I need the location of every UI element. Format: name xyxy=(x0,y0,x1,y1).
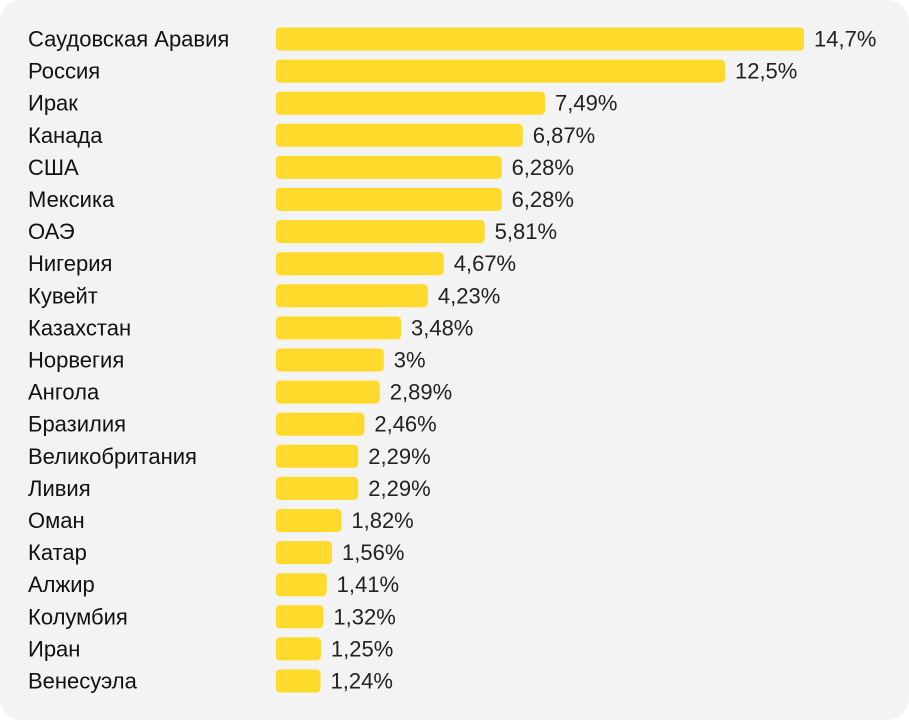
category-label: ОАЭ xyxy=(28,219,75,244)
category-label: Ангола xyxy=(28,380,100,405)
value-label: 1,32% xyxy=(333,604,395,629)
category-label: Катар xyxy=(28,540,87,565)
bar xyxy=(276,59,725,83)
value-label: 2,29% xyxy=(368,476,430,501)
bar xyxy=(276,605,324,629)
value-label: 1,82% xyxy=(351,508,413,533)
bar xyxy=(276,220,485,244)
value-label: 6,28% xyxy=(512,155,574,180)
bar xyxy=(276,252,444,276)
value-label: 5,81% xyxy=(495,219,557,244)
category-label: Ливия xyxy=(28,476,91,501)
category-label: Казахстан xyxy=(28,315,131,340)
category-label: Нигерия xyxy=(28,251,112,276)
value-label: 2,46% xyxy=(374,412,436,437)
bar xyxy=(276,155,502,179)
value-label: 2,29% xyxy=(368,444,430,469)
value-label: 6,28% xyxy=(512,187,574,212)
bar xyxy=(276,380,380,404)
category-label: Мексика xyxy=(28,187,115,212)
category-label: Венесуэла xyxy=(28,669,138,694)
value-label: 3% xyxy=(394,348,426,373)
bar xyxy=(276,348,384,372)
bar xyxy=(276,637,321,661)
category-label: Бразилия xyxy=(28,412,126,437)
value-label: 6,87% xyxy=(533,123,595,148)
value-label: 1,24% xyxy=(331,669,393,694)
bar xyxy=(276,91,546,115)
bar xyxy=(276,412,365,436)
value-label: 4,67% xyxy=(454,251,516,276)
bar xyxy=(276,476,359,500)
category-label: Кувейт xyxy=(28,283,98,308)
bar xyxy=(276,444,359,468)
category-label: Саудовская Аравия xyxy=(28,27,229,52)
bar xyxy=(276,541,333,565)
bar xyxy=(276,573,327,597)
value-label: 1,41% xyxy=(337,572,399,597)
category-label: США xyxy=(28,155,79,180)
category-label: Колумбия xyxy=(28,604,128,629)
category-label: Великобритания xyxy=(28,444,197,469)
bar xyxy=(276,316,401,340)
category-label: Норвегия xyxy=(28,348,124,373)
bar xyxy=(276,123,523,147)
category-label: Иран xyxy=(28,636,80,661)
category-label: Ирак xyxy=(28,91,78,116)
value-label: 14,7% xyxy=(814,27,876,52)
value-label: 7,49% xyxy=(555,91,617,116)
bar xyxy=(276,27,804,51)
bar xyxy=(276,669,321,693)
value-label: 1,25% xyxy=(331,636,393,661)
category-label: Россия xyxy=(28,59,100,84)
value-label: 12,5% xyxy=(735,59,797,84)
bar xyxy=(276,284,428,308)
value-label: 3,48% xyxy=(411,315,473,340)
category-label: Оман xyxy=(28,508,85,533)
bar xyxy=(276,509,342,532)
bar xyxy=(276,188,502,211)
category-label: Канада xyxy=(28,123,103,148)
value-label: 4,23% xyxy=(438,283,500,308)
value-label: 1,56% xyxy=(342,540,404,565)
category-label: Алжир xyxy=(28,572,95,597)
value-label: 2,89% xyxy=(390,380,452,405)
